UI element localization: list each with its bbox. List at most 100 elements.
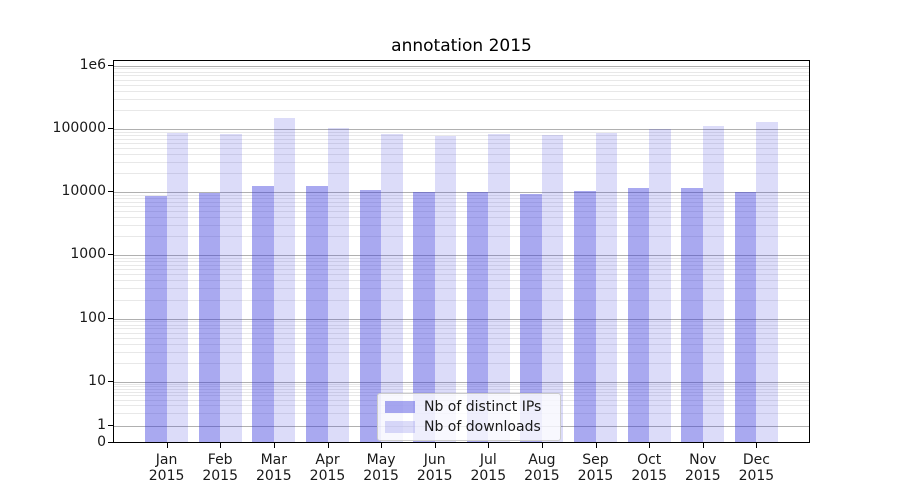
gridline-minor [114,147,809,149]
legend-label-downloads: Nb of downloads [424,418,541,435]
x-tick [756,443,758,448]
x-tick [327,443,329,448]
bar-downloads-jun [434,135,457,442]
gridline-minor [114,258,809,260]
y-tick [108,442,113,443]
x-axis-label: Feb 2015 [202,452,238,484]
gridline-minor [114,153,809,155]
y-tick [108,127,113,129]
gridline-minor [114,225,809,227]
gridline-minor [114,324,809,326]
y-axis-tick-label: 0 [97,434,106,450]
gridline-major [114,192,809,193]
gridline-minor [114,274,809,276]
gridline-minor [114,79,809,81]
y-tick [108,64,113,66]
gridline-minor [114,351,809,353]
bar-downloads-oct [649,128,671,442]
y-tick [108,425,113,427]
gridline-minor [114,206,809,207]
gridline-minor [114,288,809,290]
gridline-minor [114,109,809,111]
bar-downloads-nov [702,126,725,442]
gridline-minor [114,194,809,196]
gridline-minor [114,236,809,238]
x-axis-label: Nov 2015 [684,452,721,484]
y-tick [108,317,113,319]
bar-ips-jan [145,195,167,442]
legend-swatch-downloads [385,420,415,433]
x-axis-label: Jun 2015 [416,452,453,484]
x-axis-label: Jan 2015 [148,452,185,484]
gridline-minor [114,343,809,345]
bar-downloads-sep [595,133,617,442]
bar-downloads-mar [273,117,296,442]
chart-title: annotation 2015 [391,36,532,56]
x-tick [166,443,168,448]
gridline-minor [114,280,809,282]
bar-ips-mar [252,186,274,442]
x-tick [273,443,275,448]
y-axis-tick-label: 100 [79,309,106,326]
x-axis-label: Dec 2015 [738,452,775,484]
legend-item-downloads: Nb of downloads [385,419,553,435]
gridline-minor [114,161,809,163]
bar-downloads-feb [220,134,242,442]
gridline-minor [114,142,809,144]
gridline-minor [114,265,809,267]
gridline-minor [114,299,809,301]
bar-ips-jun [413,192,435,442]
x-axis-label: Sep 2015 [577,452,614,484]
y-tick [108,191,113,192]
x-tick [220,443,222,448]
bar-downloads-jul [488,134,510,442]
bar-downloads-may [381,133,403,442]
bar-ips-sep [574,190,596,442]
x-tick [488,443,490,448]
legend-swatch-ips [385,401,415,414]
y-tick [108,380,113,382]
x-tick [541,443,543,448]
gridline-minor [114,269,809,271]
gridline-minor [114,173,809,174]
gridline-minor [114,198,809,200]
x-axis-label: Apr 2015 [309,452,346,484]
gridline-minor [114,98,809,100]
y-tick [108,254,113,256]
gridline-major [114,318,809,320]
gridline-minor [114,217,809,219]
legend-item-distinct-ips: Nb of distinct IPs [385,399,553,415]
gridline-minor [114,332,809,334]
bar-ips-feb [198,192,221,442]
gridline-minor [114,90,809,92]
gridline-minor [114,261,809,263]
gridline-major [114,128,809,130]
bar-ips-aug [520,194,542,442]
gridline-minor [114,71,809,73]
bar-ips-may [359,189,382,442]
x-axis-label: Aug 2015 [524,452,560,484]
x-tick [702,443,704,448]
gridline-minor [114,68,809,70]
x-axis-label: Jul 2015 [470,452,507,484]
x-tick [381,443,383,448]
y-axis-tick-label: 1 [97,417,106,434]
bar-downloads-aug [541,135,564,442]
gridline-minor [114,383,809,385]
plot-area: Nb of distinct IPs Nb of downloads [113,60,810,443]
x-tick [649,443,651,448]
bar-downloads-jan [166,133,189,442]
legend-label-distinct-ips: Nb of distinct IPs [424,399,542,416]
legend: Nb of distinct IPs Nb of downloads [377,393,561,441]
x-tick [434,443,436,448]
bar-ips-jul [466,192,489,442]
x-axis-label: Mar 2015 [255,452,292,484]
gridline-minor [114,84,809,86]
gridline-minor [114,328,809,330]
gridline-minor [114,388,809,390]
gridline-minor [114,131,809,133]
gridline-minor [114,134,809,136]
gridline-major [114,255,809,257]
y-axis-tick-label: 1e6 [79,56,106,73]
